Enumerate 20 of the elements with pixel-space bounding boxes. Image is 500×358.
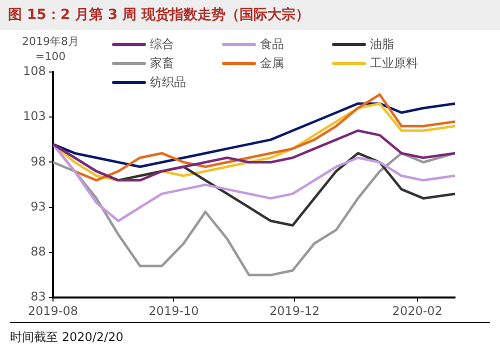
y-tick-label: 88 bbox=[30, 244, 46, 259]
x-tick-label: 2019-10 bbox=[148, 304, 199, 318]
legend-label: 家畜 bbox=[149, 55, 175, 72]
y-tick-label: 103 bbox=[23, 109, 46, 124]
y-tick-label: 83 bbox=[30, 290, 46, 304]
legend-label: 纺织品 bbox=[149, 74, 187, 91]
y-tick-label: 108 bbox=[23, 64, 46, 78]
x-tick-label: 2019-08 bbox=[28, 304, 78, 318]
legend-label: 食品 bbox=[259, 36, 285, 53]
text: 时间截至 2020/2/20 bbox=[10, 322, 490, 346]
x-tick-label: 2020-02 bbox=[392, 304, 442, 318]
legend-label: 金属 bbox=[259, 55, 285, 72]
legend-label: 油脂 bbox=[369, 36, 395, 53]
y-tick-label: 98 bbox=[30, 154, 46, 168]
y-tick-label: 93 bbox=[30, 199, 46, 214]
legend-label: 工业原料 bbox=[369, 55, 419, 72]
legend-label: 综合 bbox=[149, 36, 175, 53]
x-tick-label: 2019-12 bbox=[269, 304, 320, 318]
y-axis-title: 2019年8月 =100 bbox=[22, 34, 79, 64]
chart-title: 图 15：2 月第 3 周 现货指数走势（国际大宗） bbox=[0, 0, 500, 30]
